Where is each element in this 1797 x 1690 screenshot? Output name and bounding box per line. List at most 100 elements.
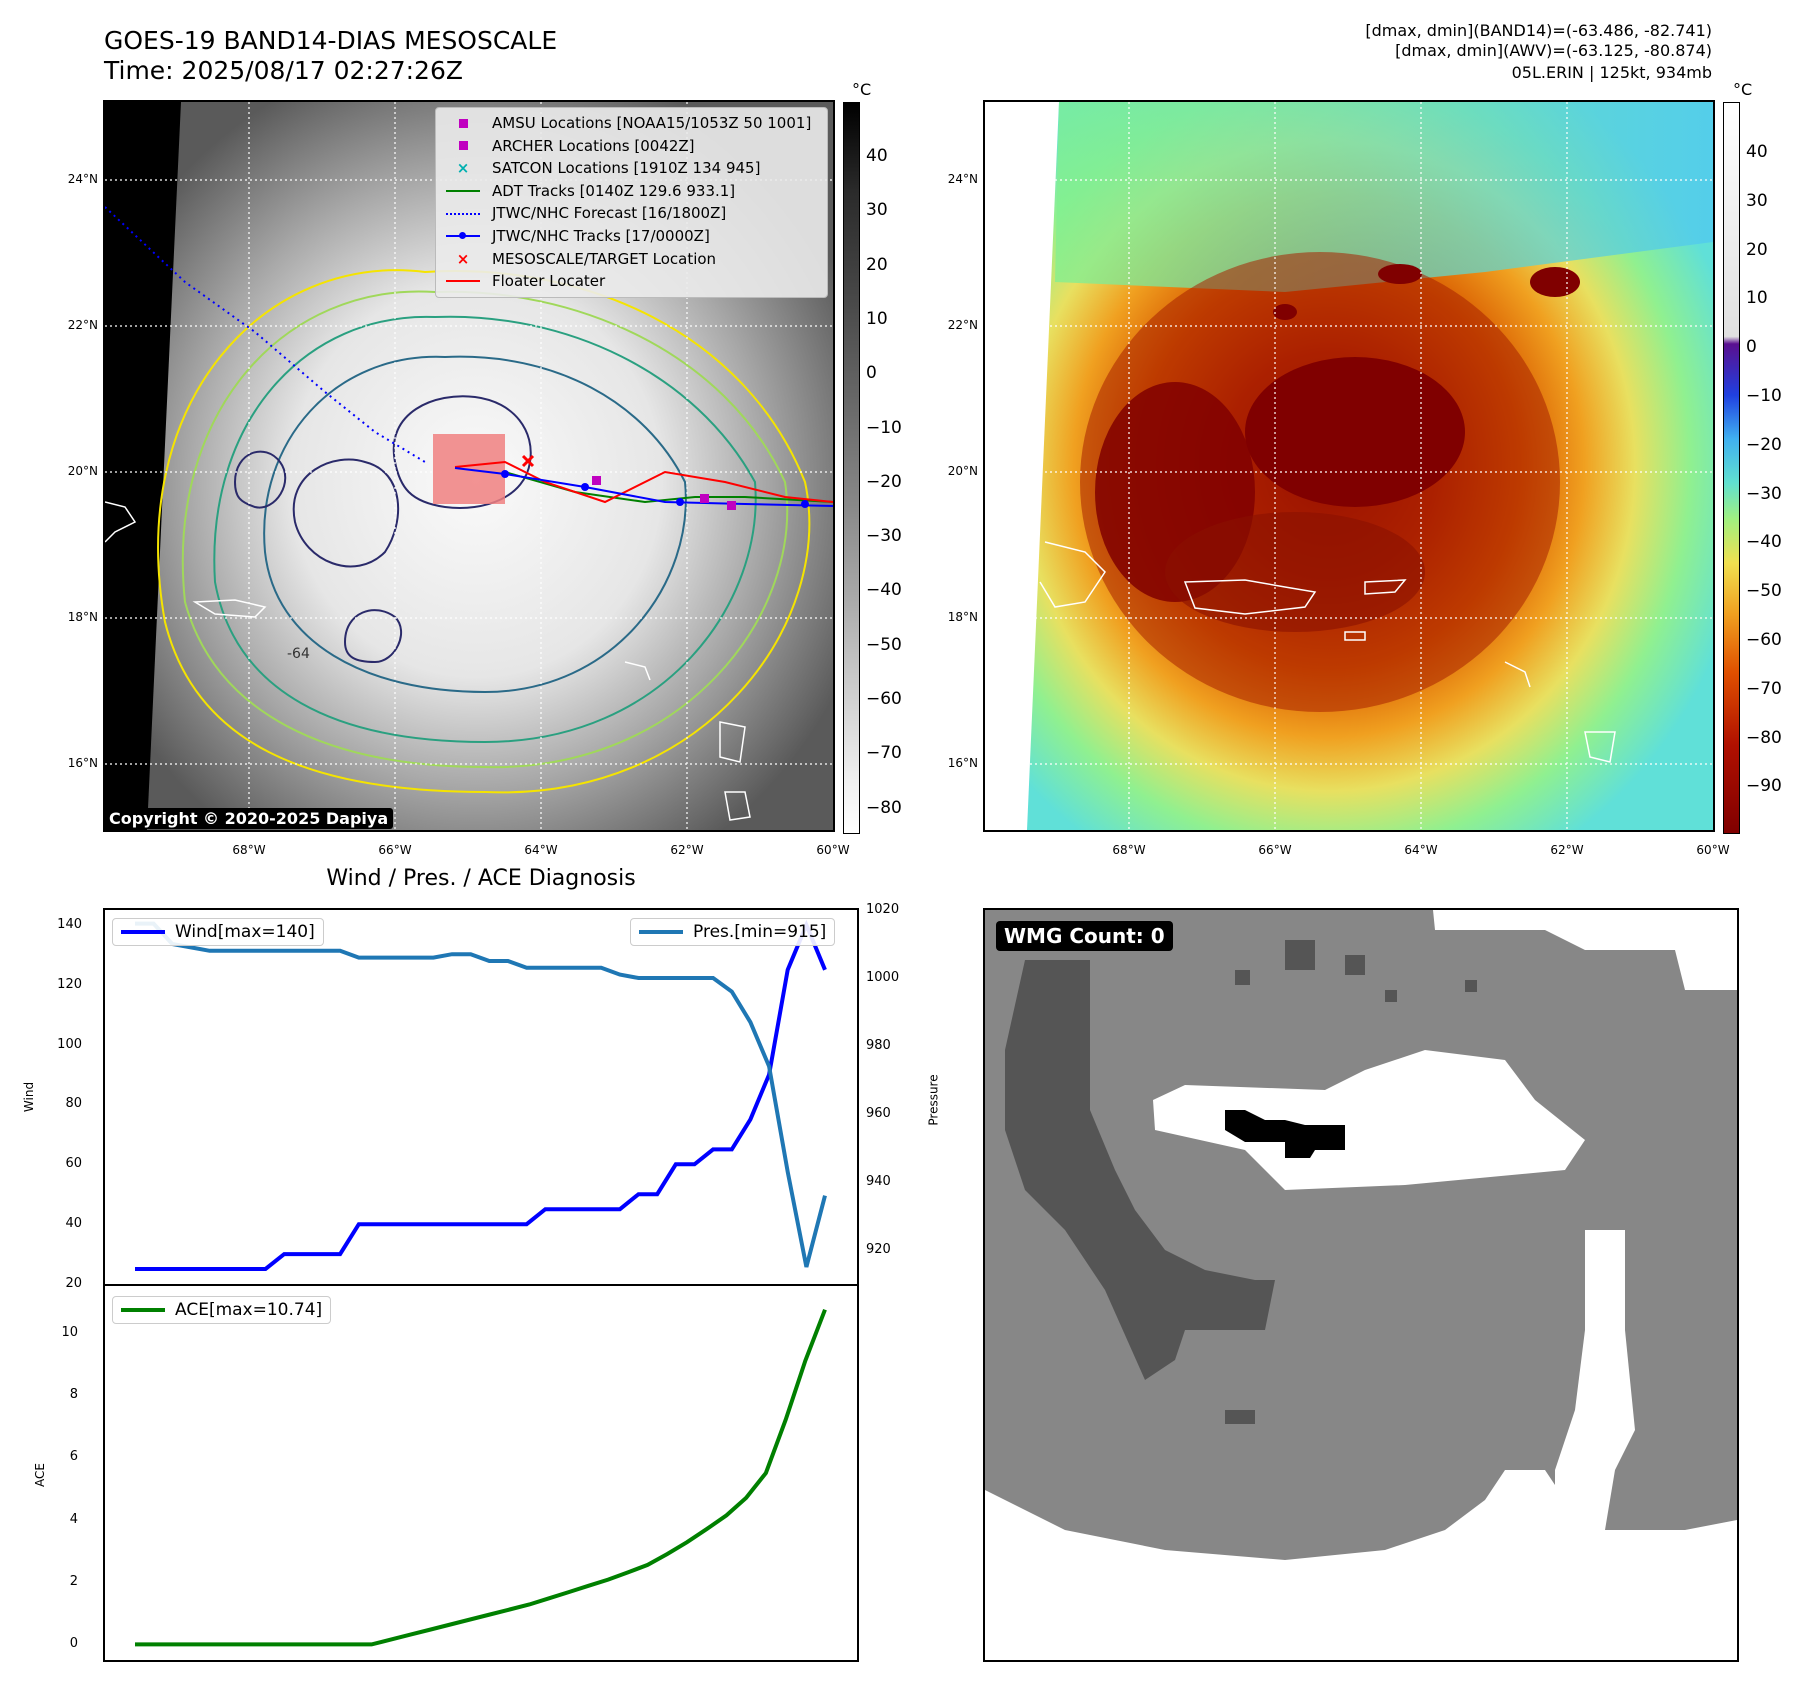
colorbar-tick-label: −70 <box>1746 678 1782 699</box>
legend-item-amsu: AMSU Locations [NOAA15/1053Z 50 1001] <box>444 112 819 135</box>
lon-label: 66°W <box>378 843 412 857</box>
pressure-legend: Pres.[min=915] <box>630 918 836 946</box>
lat-label: 22°N <box>947 318 978 332</box>
diagnosis-chart-title: Wind / Pres. / ACE Diagnosis <box>326 866 636 891</box>
colorbar-tick-label: −70 <box>866 743 902 764</box>
color-colorbar <box>1723 102 1740 834</box>
wmg-panel <box>983 908 1739 1662</box>
lon-label: 68°W <box>232 843 266 857</box>
axis-tick-label: 80 <box>65 1096 82 1112</box>
contour-label: -64 <box>287 646 310 662</box>
axis-tick-label: 2 <box>69 1574 78 1590</box>
colorbar-tick-label: 10 <box>1746 288 1768 309</box>
axis-tick-label: 8 <box>69 1387 78 1403</box>
lat-label: 18°N <box>947 610 978 624</box>
coastlines <box>105 501 751 821</box>
ace-axis-label: ACE <box>32 1463 47 1487</box>
pressure-axis-label: Pressure <box>926 1074 941 1126</box>
nhc-track <box>454 467 833 507</box>
map-title-line2: Time: 2025/08/17 02:27:26Z <box>104 56 463 85</box>
square-marker-icon <box>444 114 482 132</box>
color-colorbar-unit: °C <box>1733 80 1753 99</box>
legend-item-archer: ARCHER Locations [0042Z] <box>444 135 819 158</box>
lon-label: 68°W <box>1112 843 1146 857</box>
colorbar-tick-label: 30 <box>1746 190 1768 211</box>
enhanced-ir-map-image <box>985 102 1713 830</box>
lat-label: 24°N <box>67 172 98 186</box>
lat-label: 24°N <box>947 172 978 186</box>
axis-tick-label: 20 <box>65 1276 82 1291</box>
colorbar-tick-label: 10 <box>866 308 888 329</box>
colorbar-tick-label: −90 <box>1746 776 1782 797</box>
map-title-line1: GOES-19 BAND14-DIAS MESOSCALE <box>104 26 558 55</box>
wmg-image <box>985 910 1737 1660</box>
coastlines <box>1039 541 1616 763</box>
axis-tick-label: 1020 <box>866 902 900 917</box>
axis-tick-label: 60 <box>65 1156 82 1172</box>
colorbar-tick-label: −60 <box>1746 630 1782 650</box>
colorbar-tick-label: −20 <box>866 471 902 492</box>
axis-tick-label: 6 <box>69 1449 78 1465</box>
brightness-contours <box>157 269 811 794</box>
lon-label: 64°W <box>524 843 558 857</box>
axis-tick-label: 940 <box>866 1174 891 1189</box>
colorbar-tick-label: 0 <box>1746 337 1757 358</box>
ace-legend: ACE[max=10.74] <box>112 1296 332 1324</box>
axis-tick-label: 980 <box>866 1038 891 1053</box>
colorbar-tick-label: −10 <box>866 417 902 438</box>
wind-legend: Wind[max=140] <box>112 918 324 946</box>
wmg-count-badge: WMG Count: 0 <box>996 921 1173 951</box>
plot-frame <box>103 908 859 1286</box>
axis-tick-label: 140 <box>57 916 82 932</box>
axis-tick-label: 40 <box>65 1216 82 1232</box>
copyright-badge: Copyright © 2020-2025 Dapiya <box>104 808 394 829</box>
colorbar-tick-label: 20 <box>866 254 888 275</box>
lat-label: 16°N <box>947 756 978 770</box>
wind-legend-line-icon <box>121 930 165 934</box>
lat-label: 16°N <box>67 756 98 770</box>
plot-frame <box>103 1284 859 1662</box>
lat-label: 20°N <box>67 464 98 478</box>
axis-tick-label: 960 <box>866 1106 891 1121</box>
lat-label: 20°N <box>947 464 978 478</box>
colorbar-tick-label: 30 <box>866 200 888 221</box>
legend-item-mesoscale: × MESOSCALE/TARGET Location <box>444 248 819 271</box>
pressure-legend-line-icon <box>639 930 683 934</box>
colorbar-tick-label: −50 <box>866 634 902 655</box>
gray-colorbar <box>843 102 860 834</box>
colorbar-tick-label: 40 <box>866 146 888 166</box>
mesoscale-target-marker <box>521 454 535 468</box>
axis-tick-label: 120 <box>57 976 82 992</box>
x-marker-icon: × <box>456 249 470 268</box>
map-gridlines <box>985 102 1713 830</box>
legend-item-floater: Floater Locater <box>444 270 819 293</box>
forecast-track <box>105 206 426 463</box>
cold-cloud-tops <box>1273 264 1580 320</box>
axis-tick-label: 4 <box>69 1511 78 1527</box>
colorbar-tick-label: −30 <box>866 526 902 547</box>
legend-item-forecast: JTWC/NHC Forecast [16/1800Z] <box>444 202 819 225</box>
line-dot-icon <box>444 227 482 245</box>
floater-locater-track <box>454 460 833 504</box>
colorbar-tick-label: 0 <box>866 363 877 384</box>
ir-map-legend: AMSU Locations [NOAA15/1053Z 50 1001] AR… <box>435 107 828 298</box>
ace-legend-line-icon <box>121 1308 165 1312</box>
lon-label: 66°W <box>1258 843 1292 857</box>
series-line-1 <box>135 1308 827 1647</box>
colorbar-tick-label: −10 <box>1746 386 1782 406</box>
x-marker-icon: × <box>456 159 470 178</box>
info-line2: [dmax, dmin](AWV)=(-63.125, -80.874) <box>1395 41 1712 60</box>
wind-axis-label: Wind <box>22 1081 37 1113</box>
gray-colorbar-unit: °C <box>852 80 872 99</box>
info-line3: 05L.ERIN | 125kt, 934mb <box>1511 63 1712 82</box>
dotted-line-icon <box>444 205 482 223</box>
wmg-blocks <box>1225 940 1477 1424</box>
lat-label: 22°N <box>67 318 98 332</box>
ace-chart <box>103 1284 859 1662</box>
axis-tick-label: 1000 <box>866 970 900 985</box>
colorbar-tick-label: −80 <box>866 797 902 818</box>
lat-label: 18°N <box>67 610 98 624</box>
info-line1: [dmax, dmin](BAND14)=(-63.486, -82.741) <box>1365 21 1712 40</box>
enhanced-ir-map-panel <box>983 100 1715 832</box>
amsu-archer-points <box>592 476 736 510</box>
